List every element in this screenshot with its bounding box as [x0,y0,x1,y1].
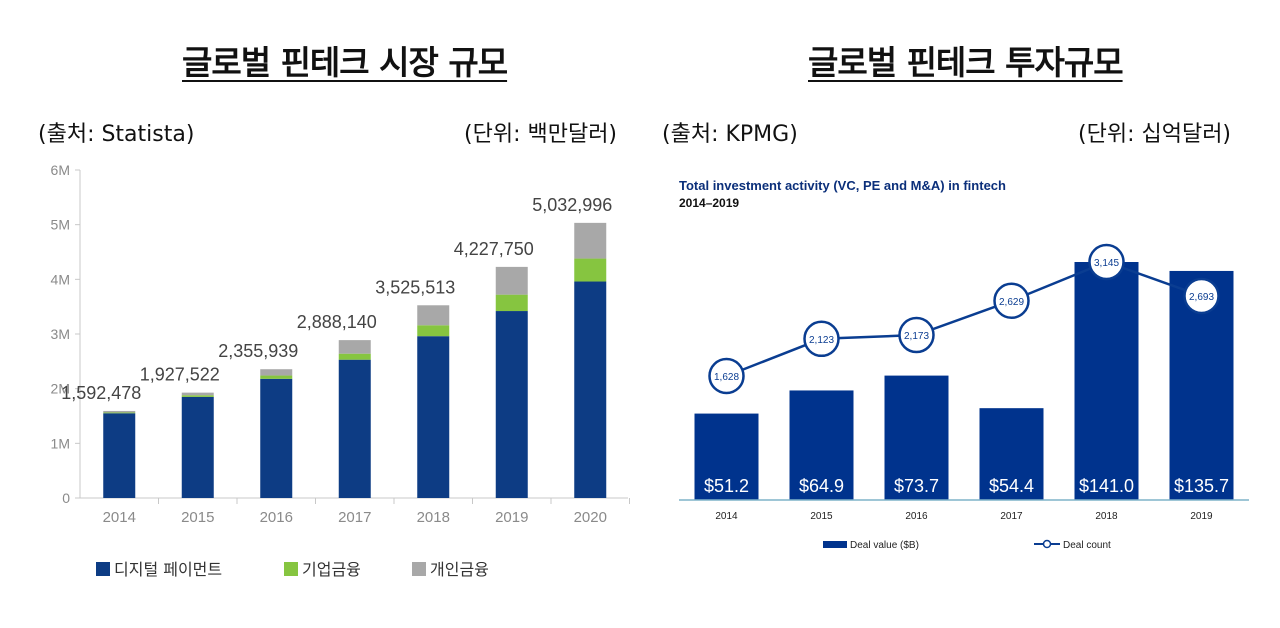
right-deal-count-marker [993,282,1030,320]
left-bar-segment [103,412,136,414]
left-bar-segment [495,266,528,295]
left-category-label: 2019 [495,509,528,526]
left-bar-segment [103,413,136,498]
left-legend-label: 디지털 페이먼트 [114,560,222,579]
left-category-label: 2015 [181,509,214,526]
left-bar-segment [574,281,607,498]
right-category-label: 2015 [810,511,833,522]
right-category-label: 2014 [715,511,738,522]
left-bar-segment [103,410,136,413]
left-total-label: 4,227,750 [454,239,534,259]
left-y-tick-label: 6M [51,162,70,178]
left-y-tick-label: 5M [51,217,70,233]
left-source-label: (출처: Statista) [38,122,195,147]
right-chart-heading: 글로벌 핀테크 투자규모 [808,43,1124,82]
right-deal-count-marker [1088,243,1125,281]
left-bar-segment [260,375,293,379]
right-deal-value-bar [694,413,759,500]
left-total-label: 1,592,478 [61,383,141,403]
right-deal-count-marker [1183,277,1220,315]
right-deal-count-label: 1,628 [714,372,739,383]
right-deal-value-label: $54.4 [989,476,1034,496]
right-source-label: (출처: KPMG) [662,122,798,147]
right-legend-bar-label: Deal value ($B) [850,540,919,551]
left-bar-segment [181,392,214,396]
left-total-label: 3,525,513 [375,277,455,297]
right-deal-value-label: $64.9 [799,476,844,496]
left-bar-segment [417,325,450,337]
right-deal-count-marker [803,320,840,358]
left-bar-segment [181,396,214,498]
left-legend-label: 기업금융 [302,560,361,579]
left-bar-segment [260,369,293,376]
right-category-label: 2019 [1190,511,1213,522]
left-total-label: 5,032,996 [532,195,612,215]
right-legend-line-marker [1042,539,1052,549]
market-size-stacked-bar-chart: 0 1M 2M 3M 4M 5M 6M 2014 1,592,478 2015 1,927,522 2… [51,162,630,579]
left-bar-segment [417,305,450,326]
right-deal-count-marker [708,357,745,395]
left-bar-segment [338,340,371,354]
right-deal-value-label: $141.0 [1079,476,1134,496]
right-deal-count-label: 2,629 [999,297,1024,308]
left-bar-segment [495,311,528,498]
left-bar-segment [338,359,371,498]
left-category-label: 2018 [417,509,450,526]
right-deal-count-label: 2,173 [904,331,929,342]
right-chart-title: Total investment activity (VC, PE and M&… [679,178,1006,193]
left-legend-swatch [412,562,426,576]
right-deal-value-bar [884,375,949,500]
right-legend-line-label: Deal count [1063,540,1111,551]
right-deal-value-label: $135.7 [1174,476,1229,496]
left-bar-segment [181,395,214,397]
left-bar-segment [574,222,607,259]
left-chart-heading: 글로벌 핀테크 시장 규모 [182,43,508,82]
right-legend-bar-swatch [823,541,847,548]
left-total-label: 2,888,140 [297,312,377,332]
right-category-label: 2017 [1000,511,1023,522]
left-legend-label: 개인금융 [430,560,489,579]
right-deal-value-bar [1074,262,1139,500]
right-category-label: 2018 [1095,511,1118,522]
left-total-label: 1,927,522 [140,365,220,385]
left-y-tick-label: 3M [51,326,70,342]
right-unit-label: (단위: 십억달러) [1078,122,1232,147]
left-legend-swatch [96,562,110,576]
right-deal-value-bar [789,390,854,500]
right-deal-count-label: 2,693 [1189,292,1214,303]
left-y-tick-label: 0 [62,490,70,506]
left-category-label: 2014 [103,509,136,526]
right-deal-value-label: $51.2 [704,476,749,496]
left-y-tick-label: 2M [51,381,70,397]
left-unit-label: (단위: 백만달러) [464,122,618,147]
right-chart-subtitle: 2014–2019 [679,196,739,210]
left-total-label: 2,355,939 [218,341,298,361]
right-deal-value-label: $73.7 [894,476,939,496]
right-deal-value-bar [979,408,1044,500]
left-category-label: 2016 [260,509,293,526]
left-bar-segment [260,378,293,498]
left-legend-swatch [284,562,298,576]
left-bar-segment [574,258,607,282]
right-deal-count-marker [898,316,935,354]
left-bar-segment [338,353,371,360]
right-category-label: 2016 [905,511,928,522]
left-y-tick-label: 4M [51,271,70,287]
left-y-tick-label: 1M [51,435,70,451]
left-category-label: 2020 [574,509,607,526]
left-bar-segment [495,294,528,312]
right-deal-count-label: 3,145 [1094,258,1119,269]
right-deal-count-label: 2,123 [809,335,834,346]
left-category-label: 2017 [338,509,371,526]
left-bar-segment [417,336,450,498]
